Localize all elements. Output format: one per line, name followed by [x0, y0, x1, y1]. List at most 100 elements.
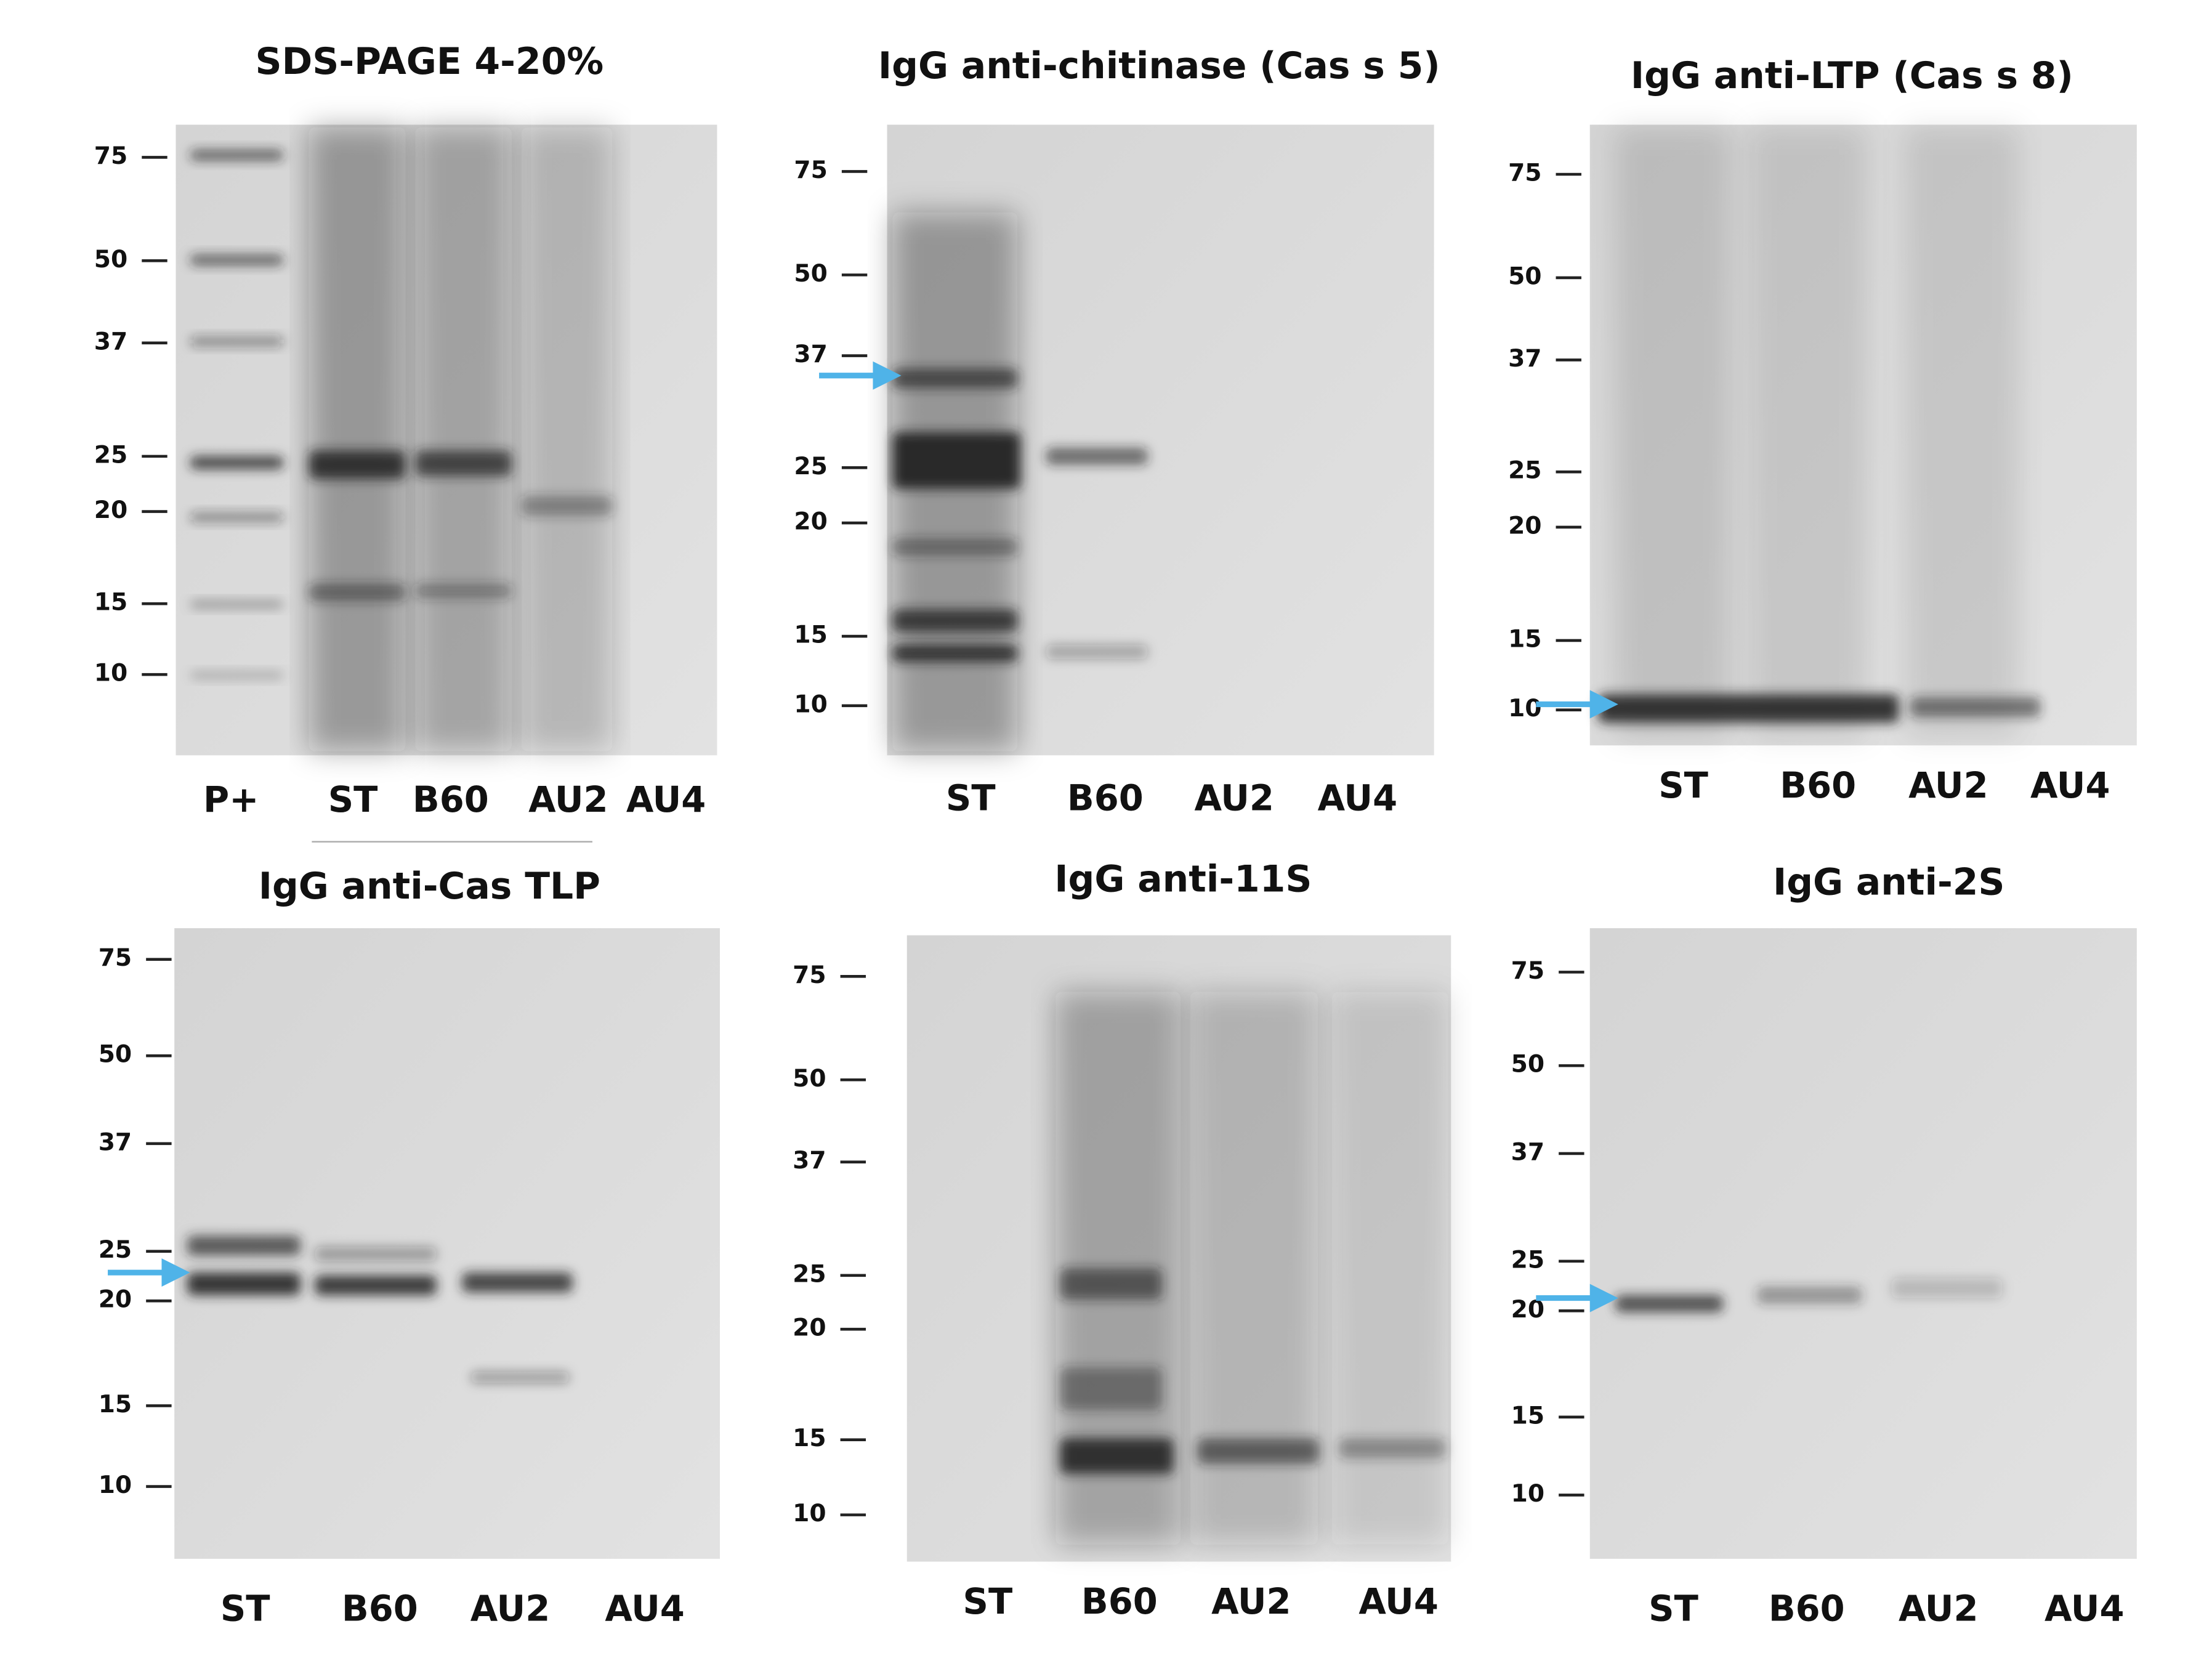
marker-label: 50 — [793, 1065, 826, 1093]
marker-label: 25 — [1508, 457, 1541, 485]
marker-label: 15 — [94, 589, 127, 617]
band — [1046, 448, 1148, 465]
band — [1598, 694, 1899, 723]
lane-label: AU2 — [1899, 1588, 1978, 1630]
bands — [187, 1235, 573, 1383]
band — [892, 644, 1018, 662]
marker-label: 37 — [794, 341, 827, 368]
band — [470, 1372, 570, 1383]
lane-label: AU2 — [1211, 1581, 1291, 1622]
band — [892, 609, 1018, 633]
band — [187, 1235, 301, 1256]
lane-label: B60 — [342, 1588, 418, 1630]
marker-label: 15 — [1511, 1402, 1544, 1430]
bands — [1056, 992, 1448, 1545]
panel-title: SDS-PAGE 4-20% — [256, 40, 604, 83]
band — [190, 601, 284, 609]
marker-label: 50 — [1511, 1051, 1544, 1078]
band — [1757, 1287, 1862, 1304]
band — [190, 255, 284, 265]
band — [1339, 1438, 1446, 1458]
lane-label: ST — [946, 778, 996, 819]
marker-label: 25 — [794, 453, 827, 480]
marker-label: 75 — [793, 961, 826, 989]
lane-label: ST — [328, 779, 378, 820]
panel: IgG anti-chitinase (Cas s 5) 75 50 37 25 20 15… — [794, 44, 1440, 819]
marker-label: 75 — [794, 156, 827, 184]
bands — [1598, 127, 2041, 737]
panel: SDS-PAGE 4-20% 75 50 37 25 20 15 10 P+ ST B60 AU2 AU… — [94, 40, 717, 820]
lane-label: AU4 — [1358, 1581, 1438, 1622]
panel: IgG anti-11S 75 50 37 25 20 15 10 ST B60 AU2 AU4 — [793, 858, 1451, 1622]
marker-label: 20 — [1508, 512, 1541, 540]
band — [309, 450, 406, 479]
marker-label: 37 — [94, 328, 127, 355]
marker-label: 10 — [794, 690, 827, 718]
band — [415, 583, 512, 598]
band — [521, 127, 613, 751]
lane-label: AU4 — [2044, 1588, 2124, 1630]
gel — [1589, 928, 2137, 1559]
band — [1331, 992, 1448, 1545]
band — [1190, 992, 1318, 1545]
marker-label: 20 — [793, 1314, 826, 1342]
band — [1905, 127, 2019, 737]
marker-label: 20 — [99, 1286, 132, 1314]
marker-label: 15 — [793, 1425, 826, 1452]
panel: IgG anti-LTP (Cas s 8) 75 50 37 25 20 15 10 ST B6… — [1508, 54, 2137, 806]
band — [187, 1272, 301, 1295]
lane-label: B60 — [1769, 1588, 1845, 1630]
panel-title: IgG anti-Cas TLP — [259, 865, 600, 908]
panel-title: IgG anti-11S — [1054, 858, 1312, 901]
band — [1046, 644, 1148, 659]
marker-label: 25 — [94, 441, 127, 469]
band — [309, 583, 406, 601]
band — [309, 127, 406, 751]
band — [1891, 1278, 2003, 1298]
marker-label: 37 — [793, 1147, 826, 1175]
marker-label: 10 — [793, 1500, 826, 1527]
marker-label: 50 — [794, 260, 827, 288]
band — [190, 671, 284, 679]
lane-label: AU4 — [626, 779, 706, 820]
band — [190, 512, 284, 522]
arrow-head — [1589, 690, 1618, 719]
marker-label: 50 — [99, 1041, 132, 1069]
band — [1060, 1438, 1174, 1474]
band — [521, 496, 613, 516]
band — [1615, 1295, 1724, 1312]
lane-label: AU2 — [470, 1588, 550, 1630]
band — [314, 1275, 437, 1295]
marker-label: 50 — [1508, 262, 1541, 290]
marker-label: 75 — [1508, 160, 1541, 187]
bands — [1615, 1278, 2003, 1312]
marker-label: 25 — [793, 1260, 826, 1288]
lane-label: B60 — [1067, 778, 1144, 819]
panel-title: IgG anti-LTP (Cas s 8) — [1631, 54, 2073, 97]
marker-label: 25 — [1511, 1246, 1544, 1274]
lane-label: AU2 — [1908, 765, 1988, 806]
marker-label: 20 — [794, 508, 827, 536]
marker-label: 15 — [794, 621, 827, 649]
marker-label: 75 — [99, 944, 132, 972]
band — [1197, 1438, 1320, 1464]
lane-label: AU2 — [1194, 778, 1274, 819]
band — [190, 337, 284, 346]
band — [1615, 127, 1732, 737]
arrow-head — [1589, 1284, 1618, 1312]
marker-label: 10 — [1508, 695, 1541, 722]
lane-label: AU2 — [528, 779, 608, 820]
band — [1060, 1268, 1162, 1300]
marker-label: 15 — [1508, 625, 1541, 653]
lane-label: B60 — [1780, 765, 1856, 806]
lane-label: B60 — [413, 779, 489, 820]
marker-label: 25 — [99, 1236, 132, 1264]
marker-label: 37 — [99, 1128, 132, 1156]
panel: IgG anti-Cas TLP 75 50 37 25 20 15 10 ST B60 AU2 AU… — [99, 865, 721, 1630]
band — [415, 127, 512, 751]
lane-label: ST — [1658, 765, 1708, 806]
lane-label: B60 — [1081, 1581, 1158, 1622]
band — [1750, 127, 1867, 737]
lane-label: AU4 — [1318, 778, 1397, 819]
